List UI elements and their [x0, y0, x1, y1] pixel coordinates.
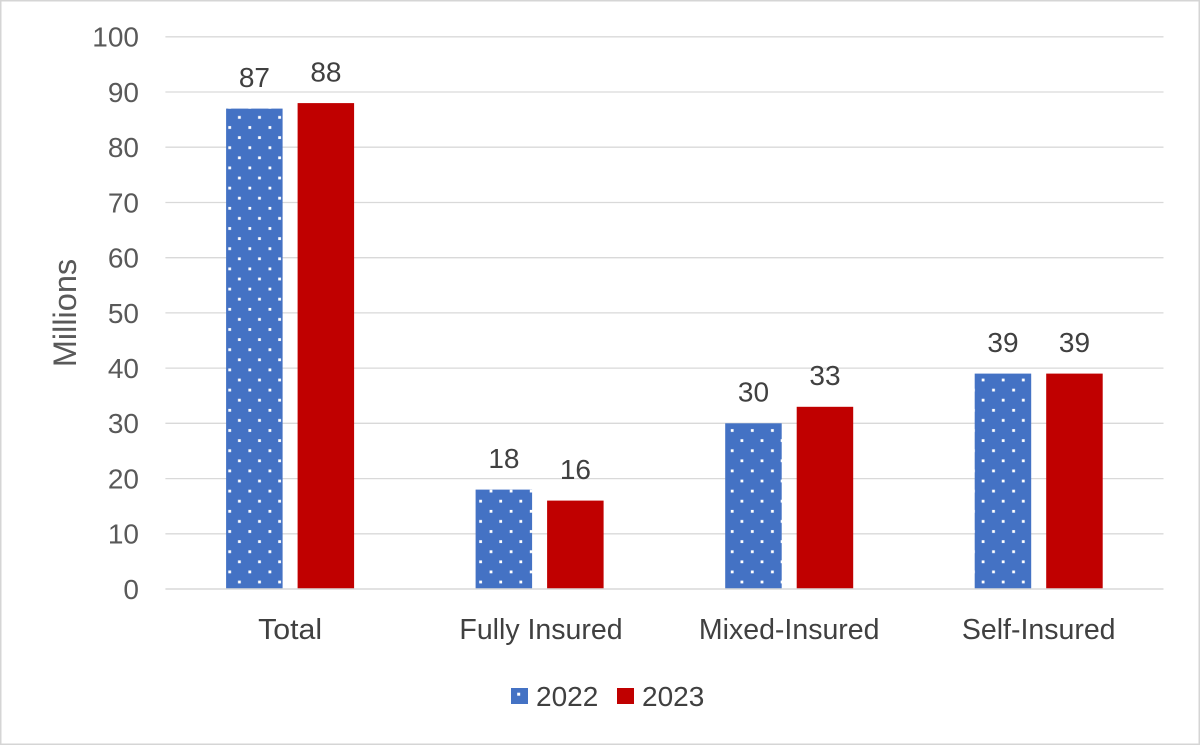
svg-text:20: 20 [108, 463, 139, 494]
svg-text:87: 87 [239, 62, 270, 93]
svg-text:2022: 2022 [536, 681, 598, 712]
svg-text:0: 0 [123, 574, 139, 605]
svg-text:39: 39 [1059, 327, 1090, 358]
svg-text:Total: Total [258, 614, 322, 646]
svg-text:80: 80 [108, 132, 139, 163]
svg-text:10: 10 [108, 519, 139, 550]
svg-text:60: 60 [108, 243, 139, 274]
svg-text:90: 90 [108, 77, 139, 108]
svg-text:30: 30 [108, 408, 139, 439]
svg-text:16: 16 [560, 454, 591, 485]
svg-text:50: 50 [108, 298, 139, 329]
svg-text:Fully Insured: Fully Insured [459, 614, 622, 646]
svg-text:30: 30 [738, 377, 769, 408]
svg-text:33: 33 [809, 360, 840, 391]
svg-text:39: 39 [987, 327, 1018, 358]
svg-text:Mixed-Insured: Mixed-Insured [699, 614, 880, 646]
svg-text:100: 100 [92, 22, 139, 53]
svg-text:88: 88 [310, 56, 341, 87]
svg-text:70: 70 [108, 187, 139, 218]
svg-text:18: 18 [488, 443, 519, 474]
svg-text:2023: 2023 [642, 681, 704, 712]
svg-text:Self-Insured: Self-Insured [962, 614, 1116, 646]
svg-text:Millions: Millions [47, 259, 83, 367]
svg-text:40: 40 [108, 353, 139, 384]
